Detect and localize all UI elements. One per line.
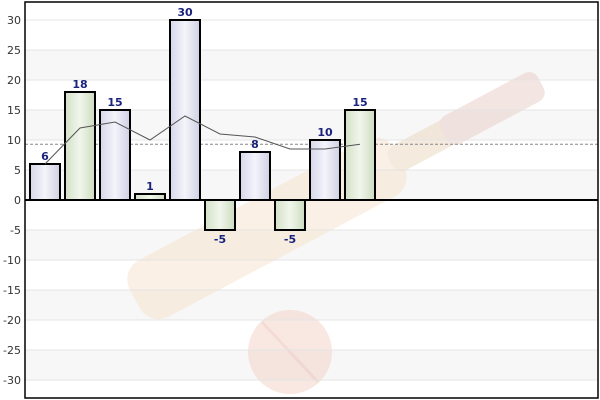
data-label: 10 — [317, 126, 333, 139]
bar — [239, 151, 271, 201]
y-tick-label: 5 — [14, 164, 21, 177]
data-label: 6 — [41, 150, 49, 163]
ball-watermark — [248, 310, 332, 394]
bat-grip-watermark — [439, 72, 545, 145]
y-axis-ticks: -30 -25 -20 -15 -10 -5 0 5 10 15 20 25 30 — [3, 14, 21, 387]
y-tick-label: 0 — [14, 194, 21, 207]
data-label: 15 — [107, 96, 122, 109]
bar — [344, 109, 376, 201]
data-label: -5 — [214, 233, 226, 246]
data-label: 18 — [72, 78, 87, 91]
bar — [64, 91, 96, 201]
y-tick-label: -5 — [10, 224, 21, 237]
y-tick-label: 25 — [7, 44, 21, 57]
plot-frame — [24, 1, 599, 399]
background-band — [25, 290, 598, 320]
bar-series — [29, 19, 376, 231]
data-label: -5 — [284, 233, 296, 246]
background-band — [25, 50, 598, 80]
y-tick-label: -20 — [3, 314, 21, 327]
bar — [309, 139, 341, 201]
bar — [274, 199, 306, 231]
bar — [29, 163, 61, 201]
trend-line — [44, 115, 361, 165]
ball-seam-watermark — [260, 320, 320, 384]
y-tick-label: 10 — [7, 134, 21, 147]
bat-handle-watermark — [387, 73, 544, 172]
y-tick-label: 20 — [7, 74, 21, 87]
background-band — [25, 350, 598, 380]
data-labels: 6 18 15 1 30 -5 8 -5 10 15 — [41, 6, 367, 246]
y-tick-label: 15 — [7, 104, 21, 117]
y-tick-label: -25 — [3, 344, 21, 357]
background-band — [25, 230, 598, 260]
data-label: 15 — [352, 96, 367, 109]
data-label: 1 — [146, 180, 154, 193]
y-tick-label: -10 — [3, 254, 21, 267]
data-label: 30 — [177, 6, 193, 19]
bar — [204, 199, 236, 231]
bar — [169, 19, 201, 201]
plot-border — [24, 1, 599, 399]
y-tick-label: -30 — [3, 374, 21, 387]
trend-line-path — [44, 115, 361, 165]
y-tick-label: 30 — [7, 14, 21, 27]
y-tick-label: -15 — [3, 284, 21, 297]
data-label: 8 — [251, 138, 259, 151]
